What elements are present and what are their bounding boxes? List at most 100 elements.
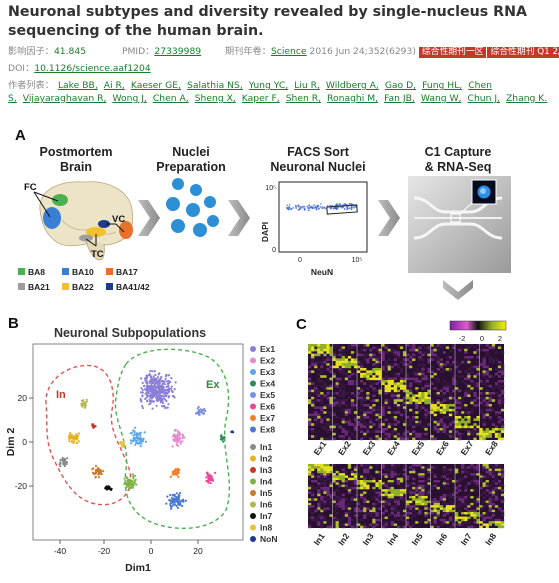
tsne-point: [184, 499, 187, 502]
author-link[interactable]: Sheng X,: [194, 93, 236, 104]
facs-dot: [316, 204, 319, 207]
facs-dot: [350, 202, 353, 205]
heatmap-cell: [326, 358, 330, 361]
heatmap-cell: [341, 394, 345, 397]
heatmap-cell: [473, 423, 477, 426]
heatmap-cell: [442, 480, 447, 483]
heatmap-cell: [497, 518, 502, 522]
author-link[interactable]: Ronaghi M,: [327, 93, 379, 104]
heatmap-cell: [445, 509, 450, 513]
author-link[interactable]: Wang W,: [420, 93, 462, 104]
heatmap-cell: [381, 525, 385, 529]
heatmap-cell: [485, 351, 489, 354]
heatmap-cell: [341, 477, 345, 481]
heatmap-cell: [470, 464, 474, 467]
heatmap-cell: [448, 423, 453, 426]
heatmap-cell: [418, 423, 422, 426]
heatmap-cell: [473, 394, 477, 397]
heatmap-cell: [433, 475, 437, 478]
heatmap-cell: [317, 482, 321, 485]
author-link[interactable]: Wong J,: [112, 93, 147, 104]
author-link[interactable]: Wildberg A,: [325, 80, 379, 91]
author-link[interactable]: Lake BB,: [57, 80, 98, 91]
author-link[interactable]: Chun J,: [467, 93, 500, 104]
heatmap-cell: [393, 389, 398, 393]
heatmap-cell: [424, 428, 428, 431]
author-link[interactable]: Shen R,: [285, 93, 322, 104]
heatmap-cell: [366, 470, 370, 474]
author-link[interactable]: Ai R,: [103, 80, 125, 91]
heatmap-cell: [455, 491, 459, 494]
heatmap-cell: [338, 360, 342, 364]
author-link[interactable]: Zhang K.: [505, 93, 548, 104]
heatmap-cell: [357, 420, 361, 424]
heatmap-cell: [500, 428, 505, 431]
heatmap-cell: [378, 375, 382, 378]
facs-dot: [319, 206, 322, 208]
heatmap-cell: [387, 399, 391, 402]
article-title[interactable]: Neuronal subtypes and diversity revealed…: [8, 4, 527, 39]
heatmap-cell: [430, 353, 434, 357]
heatmap-cell: [378, 484, 382, 488]
doi-link[interactable]: 10.1126/science.aaf1204: [34, 63, 151, 74]
heatmap-cell: [470, 401, 474, 405]
tsne-point: [145, 380, 149, 383]
facs-dot: [288, 203, 291, 206]
colorbar-tick-min: -2: [459, 334, 466, 343]
heatmap-cell: [390, 416, 394, 419]
author-link[interactable]: Chen A,: [152, 93, 189, 104]
heatmap-cell: [311, 475, 315, 478]
author-link[interactable]: Vijayaraghavan R,: [22, 93, 107, 104]
pmid-link[interactable]: 27339989: [154, 46, 202, 57]
author-link[interactable]: Kaper F,: [241, 93, 280, 104]
heatmap-cell: [360, 423, 364, 426]
heatmap-cell: [314, 423, 318, 426]
heatmap-cell: [387, 480, 391, 483]
heatmap-cell: [424, 394, 428, 397]
heatmap-cell: [500, 493, 505, 497]
author-link[interactable]: Gao D,: [384, 80, 417, 91]
heatmap-cell: [458, 437, 462, 441]
heatmap-cell: [360, 484, 364, 488]
author-link[interactable]: Fan JB,: [384, 93, 415, 104]
heatmap-cell: [353, 420, 358, 424]
heatmap-cell: [320, 363, 324, 366]
heatmap-cell: [320, 375, 324, 378]
heatmap-cell: [375, 365, 379, 369]
heatmap-cell: [335, 489, 339, 492]
heatmap-cell: [393, 377, 398, 381]
heatmap-cell: [369, 509, 373, 513]
heatmap-cell: [430, 484, 434, 488]
heatmap-cell: [363, 470, 367, 474]
heatmap-cell: [378, 493, 382, 497]
heatmap-cell: [317, 502, 321, 506]
heatmap-cell: [357, 480, 361, 483]
author-link[interactable]: Liu R,: [294, 80, 320, 91]
heatmap-cell: [353, 525, 358, 529]
heatmap-cell: [497, 428, 502, 431]
author-link[interactable]: Yung YC,: [248, 80, 289, 91]
author-link[interactable]: Fung HL,: [422, 80, 463, 91]
heatmap-cell: [384, 344, 388, 347]
heatmap-cell: [360, 475, 364, 478]
heatmap-cell: [323, 473, 327, 476]
heatmap-cell: [427, 401, 431, 405]
heatmap-cell: [323, 344, 327, 347]
heatmap-cell: [500, 392, 505, 395]
author-link[interactable]: Chen S,: [8, 80, 492, 104]
author-link[interactable]: Kaeser GE,: [130, 80, 181, 91]
heatmap-cell: [406, 477, 410, 481]
heatmap-cell: [415, 394, 419, 397]
heatmap-cell: [473, 509, 477, 513]
tsne-point: [131, 480, 134, 483]
tsne-point: [125, 486, 128, 489]
heatmap-cell: [353, 418, 358, 421]
tsne-point: [63, 464, 66, 468]
heatmap-cell: [375, 502, 379, 506]
journal-link[interactable]: Science: [270, 46, 307, 57]
author-link[interactable]: Salathia NS,: [186, 80, 243, 91]
heatmap-cell: [338, 394, 342, 397]
heatmap-cell: [344, 514, 349, 517]
facs-dot: [343, 208, 346, 210]
tsne-point: [181, 504, 184, 508]
